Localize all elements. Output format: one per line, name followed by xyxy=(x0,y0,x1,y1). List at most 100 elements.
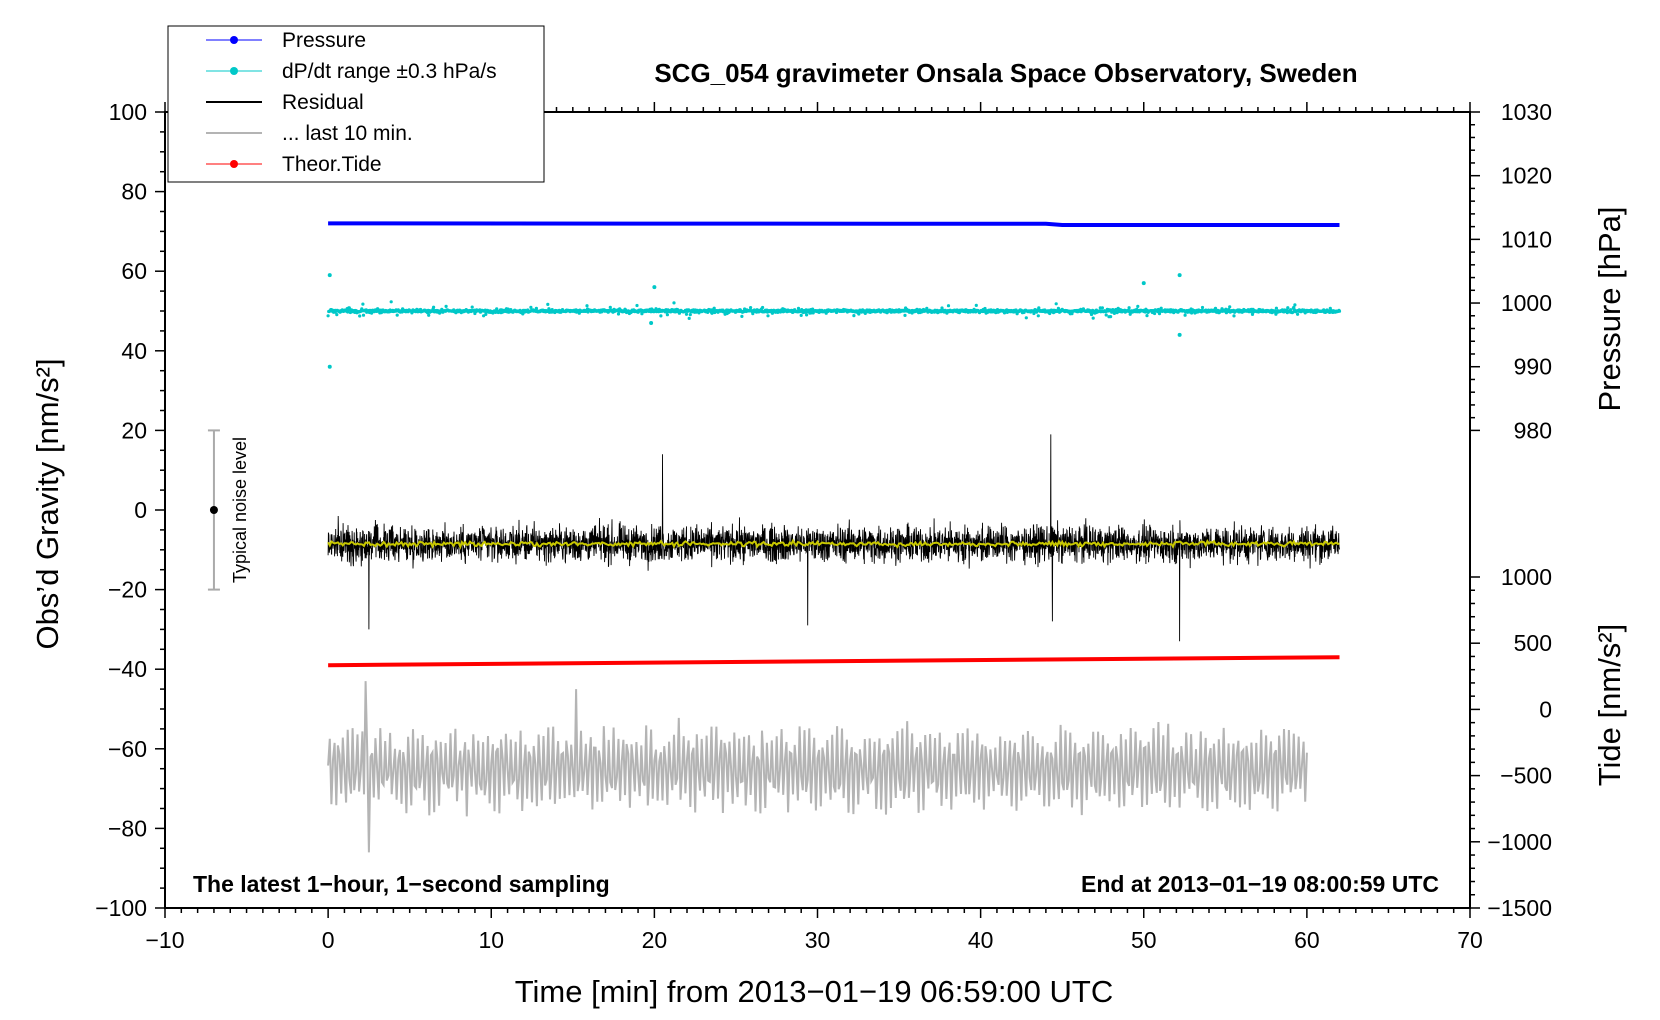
x-tick-label: 0 xyxy=(322,927,335,953)
y-tick-label-pressure: 1000 xyxy=(1501,290,1552,316)
dpdt-point xyxy=(684,312,689,316)
x-tick-label: 10 xyxy=(478,927,504,953)
y-tick-label-left: 20 xyxy=(121,417,147,443)
x-axis-title: Time [min] from 2013−01−19 06:59:00 UTC xyxy=(515,974,1114,1009)
dpdt-point xyxy=(1054,302,1058,306)
x-tick-label: −10 xyxy=(145,927,184,953)
legend-swatch-dot xyxy=(230,160,238,168)
legend-label: ... last 10 min. xyxy=(282,122,413,145)
dpdt-point xyxy=(616,312,621,316)
dpdt-point xyxy=(805,313,809,317)
y-tick-label-left: 0 xyxy=(134,497,147,523)
dpdt-point xyxy=(925,306,929,310)
dpdt-point xyxy=(546,302,550,306)
y-tick-label-pressure: 980 xyxy=(1514,417,1552,443)
dpdt-point xyxy=(1032,311,1036,316)
dpdt-point xyxy=(665,313,670,317)
dpdt-point xyxy=(857,312,861,316)
dpdt-outlier-point xyxy=(327,273,332,278)
dpdt-point xyxy=(1296,312,1300,316)
dpdt-point xyxy=(1213,306,1218,310)
dpdt-point xyxy=(761,305,765,310)
dpdt-point xyxy=(712,306,716,310)
x-tick-label: 50 xyxy=(1131,927,1157,953)
dpdt-point xyxy=(903,313,907,317)
x-tick-label: 70 xyxy=(1457,927,1483,953)
dpdt-point xyxy=(361,313,366,317)
dpdt-point xyxy=(1289,308,1293,312)
legend-swatch-dot xyxy=(230,36,238,44)
dpdt-point xyxy=(1274,306,1278,310)
dpdt-point xyxy=(529,305,533,309)
dpdt-point xyxy=(389,300,393,304)
dpdt-point xyxy=(852,314,856,318)
dpdt-point xyxy=(1159,306,1163,310)
y-axis-title-left: Obs’d Gravity [nm/s²] xyxy=(30,358,65,649)
legend-label: Residual xyxy=(282,91,364,114)
y-tick-label-left: 100 xyxy=(109,99,147,125)
y-tick-label-left: −80 xyxy=(108,815,147,841)
footer-left-annotation: The latest 1−hour, 1−second sampling xyxy=(193,871,610,897)
dpdt-point xyxy=(1100,306,1104,310)
legend: Pressure dP/dt range ±0.3 hPa/s Residual..… xyxy=(167,25,545,183)
dpdt-point xyxy=(799,313,803,317)
dpdt-point xyxy=(688,313,692,317)
y-tick-label-left: −40 xyxy=(108,656,147,682)
y-tick-label-tide: 500 xyxy=(1514,630,1552,656)
dpdt-point xyxy=(335,313,339,317)
dpdt-point xyxy=(687,316,691,320)
y-axis-title-pressure: Pressure [hPa] xyxy=(1592,206,1627,411)
noise-bar-center-dot xyxy=(209,506,218,514)
y-tick-label-tide: 0 xyxy=(1539,696,1552,722)
series-layer xyxy=(326,221,1342,853)
y-tick-label-left: 40 xyxy=(121,338,147,364)
legend-label: Pressure xyxy=(282,29,366,52)
dpdt-point xyxy=(1070,312,1074,316)
dpdt-point xyxy=(983,306,987,311)
legend-label: dP/dt range ±0.3 hPa/s xyxy=(282,60,497,83)
series-residual-smoothed-line xyxy=(327,538,1340,550)
dpdt-point xyxy=(534,306,539,310)
noise-level-indicator xyxy=(207,429,220,591)
dpdt-point xyxy=(1136,304,1140,308)
y-tick-label-tide: −1000 xyxy=(1487,829,1552,855)
dpdt-point xyxy=(749,306,753,310)
legend-label: Theor.Tide xyxy=(282,153,382,176)
x-tick-label: 20 xyxy=(642,927,668,953)
series-pressure-line xyxy=(328,221,1340,227)
dpdt-point xyxy=(1286,306,1290,310)
dpdt-point xyxy=(1024,316,1028,320)
dpdt-point xyxy=(1291,310,1295,314)
dpdt-point xyxy=(1091,316,1095,320)
dpdt-point xyxy=(495,307,499,311)
chart-title: SCG_054 gravimeter Onsala Space Observat… xyxy=(654,58,1357,88)
noise-level-label: Typical noise level xyxy=(230,437,250,583)
y-tick-label-left: 80 xyxy=(121,179,147,205)
dpdt-point xyxy=(608,305,612,309)
y-tick-label-pressure: 990 xyxy=(1514,354,1552,380)
y-tick-label-tide: −500 xyxy=(1500,763,1552,789)
dpdt-point xyxy=(766,314,770,318)
dpdt-point xyxy=(585,304,589,308)
series-dpdt-points xyxy=(326,273,1342,369)
dpdt-point xyxy=(432,305,436,309)
dpdt-point xyxy=(1200,305,1205,310)
dpdt-point xyxy=(1109,315,1113,319)
dpdt-point xyxy=(1232,314,1236,318)
dpdt-point xyxy=(370,311,374,315)
y-axis-title-tide: Tide [nm/s²] xyxy=(1592,624,1627,787)
dpdt-outlier-point xyxy=(1141,281,1146,286)
dpdt-point xyxy=(1183,313,1187,317)
dpdt-point xyxy=(361,302,365,306)
dpdt-point xyxy=(1089,312,1094,317)
dpdt-point xyxy=(1337,309,1342,313)
y-tick-label-pressure: 1010 xyxy=(1501,226,1552,252)
dpdt-point xyxy=(444,304,448,308)
dpdt-point xyxy=(427,313,431,317)
dpdt-point xyxy=(974,303,978,307)
dpdt-point xyxy=(740,314,744,318)
dpdt-point xyxy=(1037,306,1041,310)
dpdt-point xyxy=(346,310,350,314)
dpdt-point xyxy=(1145,314,1149,318)
